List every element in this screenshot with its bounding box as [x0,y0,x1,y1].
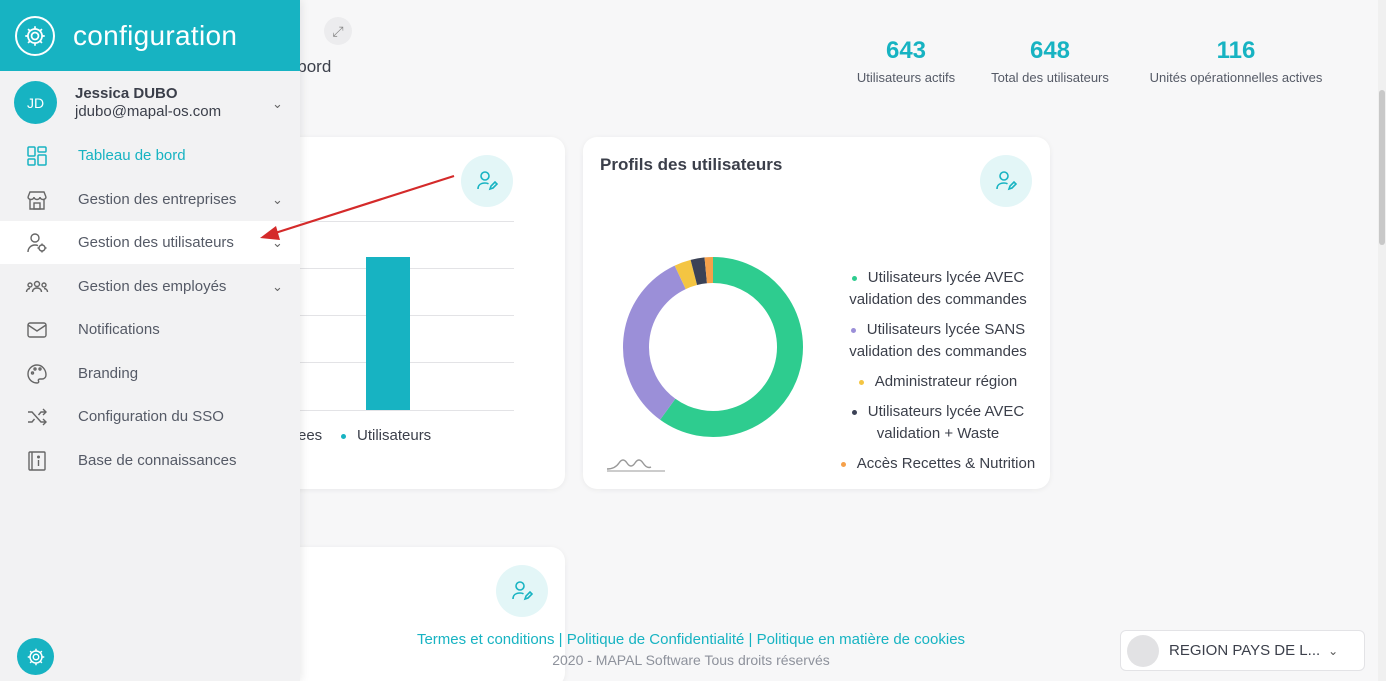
chevron-down-icon: ⌄ [272,234,283,250]
grid-line [280,221,514,222]
sidebar-item-label: Notifications [78,321,160,338]
legend-item[interactable]: Utilisateurs [341,427,431,444]
stat-total-users: 648 Total des utilisateurs [982,37,1118,86]
stat-value: 643 [885,37,927,64]
sidebar-item-knowledge-base[interactable]: Base de connaissances [0,439,300,482]
stat-value: 116 [1216,37,1256,64]
sidebar-item-label: Gestion des entreprises [78,191,237,208]
legend-label: Utilisateurs lycée AVEC validation + Was… [867,403,1025,442]
avatar: JD [14,81,57,124]
chevron-down-icon: ⌄ [272,278,283,294]
chevron-down-icon: ⌄ [272,191,283,207]
sidebar-item-companies[interactable]: Gestion des entreprises ⌄ [0,178,300,221]
legend-label: Utilisateurs lycée AVEC validation des c… [849,269,1027,308]
sidebar-item-label: Configuration du SSO [78,408,224,425]
user-edit-icon[interactable] [980,155,1032,207]
info-book-icon [25,449,49,473]
legend-dot [851,275,857,281]
legend-dot [850,327,856,333]
donut-slice[interactable] [674,259,698,290]
expand-icon[interactable]: ⤢ [324,17,352,45]
legend-item[interactable]: Accès Recettes & Nutrition [833,453,1043,475]
region-avatar [1127,634,1159,667]
chart-type-icon[interactable] [605,455,667,473]
legend-item[interactable]: Utilisateurs lycée AVEC validation + Was… [833,401,1043,445]
sidebar-item-label: Branding [78,365,139,382]
palette-icon [25,362,49,386]
scrollbar-thumb[interactable] [1379,90,1385,245]
legend-item[interactable]: Utilisateurs lycée SANS validation des c… [833,319,1043,363]
group-icon [25,275,49,299]
chevron-down-icon[interactable]: ⌄ [272,96,283,111]
store-icon [25,188,49,212]
legend-item[interactable]: Administrateur région [833,371,1043,393]
stat-label: Unités opérationnelles actives [1149,70,1323,85]
donut-slice[interactable] [690,257,708,286]
region-selector[interactable]: REGION PAYS DE L... ⌄ [1120,630,1365,671]
stat-label: Total des utilisateurs [991,70,1109,85]
legend-dot [858,379,864,385]
stat-value: 648 [1029,37,1071,64]
scrollbar[interactable] [1378,0,1386,681]
user-edit-icon[interactable] [461,155,513,207]
sidebar-item-employees[interactable]: Gestion des employés ⌄ [0,265,300,308]
stat-active-units: 116 Unités opérationnelles actives [1136,37,1336,86]
legend-label: ees [298,427,323,444]
sidebar-item-users[interactable]: Gestion des utilisateurs ⌄ [0,221,300,264]
sidebar-item-label: Gestion des employés [78,278,227,295]
user-profile[interactable]: JD Jessica DUBO jdubo@mapal-os.com ⌄ [0,71,300,137]
sidebar-item-dashboard[interactable]: Tableau de bord [0,134,300,177]
stat-label: Utilisateurs actifs [856,70,956,85]
dashboard-icon [25,144,49,168]
settings-gear-icon[interactable] [17,638,54,675]
footer: Termes et conditions | Politique de Conf… [300,631,1082,668]
footer-links[interactable]: Termes et conditions | Politique de Conf… [416,631,966,648]
stats-bar: 643 Utilisateurs actifs 648 Total des ut… [848,37,1336,86]
region-label: REGION PAYS DE L... [1169,642,1321,659]
legend-label: Utilisateurs lycée SANS validation des c… [849,321,1027,360]
donut-legend: Utilisateurs lycée AVEC validation des c… [833,267,1043,483]
donut-slice[interactable] [660,257,803,437]
shuffle-icon [25,405,49,429]
bar-utilisateurs[interactable] [366,256,410,410]
user-gear-icon [25,231,49,255]
donut-slice[interactable] [623,265,687,420]
user-name: Jessica DUBO [75,85,178,102]
card-title: Profils des utilisateurs [600,155,783,174]
sidebar-item-label: Gestion des utilisateurs [78,234,234,251]
stat-active-users: 643 Utilisateurs actifs [848,37,964,86]
user-edit-icon[interactable] [496,565,548,617]
legend-item[interactable]: ees [298,427,322,444]
legend-dot [341,433,346,439]
sidebar-item-label: Tableau de bord [78,147,186,164]
grid-axis [280,410,514,411]
gear-icon[interactable] [15,15,55,56]
envelope-icon [25,318,49,342]
legend-label: Accès Recettes & Nutrition [856,455,1036,472]
chevron-down-icon: ⌄ [1328,643,1339,658]
profiles-donut-card: Profils des utilisateurs Utilisateurs ly… [583,137,1050,489]
sidebar-item-sso[interactable]: Configuration du SSO [0,395,300,438]
footer-copyright: 2020 - MAPAL Software Tous droits réserv… [552,652,830,668]
app-title: configuration [73,19,238,51]
sidebar: configuration JD Jessica DUBO jdubo@mapa… [0,0,300,681]
legend-label: Utilisateurs [357,427,432,444]
legend-dot [851,409,857,415]
donut-chart [623,257,803,437]
legend-label: Administrateur région [874,373,1018,390]
sidebar-header: configuration [0,0,300,71]
sidebar-item-label: Base de connaissances [78,452,237,469]
user-email: jdubo@mapal-os.com [75,103,222,120]
legend-item[interactable]: Utilisateurs lycée AVEC validation des c… [833,267,1043,311]
sidebar-item-branding[interactable]: Branding [0,352,300,395]
legend-dot [840,461,846,467]
sidebar-item-notifications[interactable]: Notifications [0,308,300,351]
